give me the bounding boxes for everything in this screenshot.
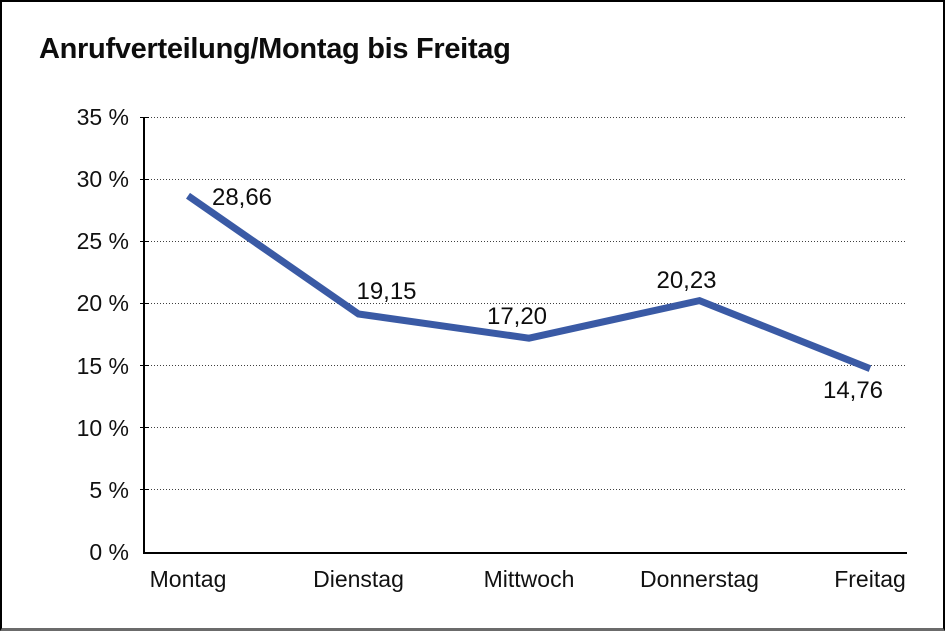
plot-area: 28,66 19,15 17,20 20,23 14,76 — [140, 116, 907, 554]
data-point-label: 14,76 — [822, 376, 884, 404]
gridline — [145, 116, 907, 118]
y-axis-tick — [140, 116, 149, 118]
y-axis-tick — [140, 302, 149, 304]
y-axis-label: 30 % — [76, 166, 129, 193]
x-axis-label: Donnerstag — [640, 566, 759, 592]
y-axis-label: 25 % — [76, 228, 129, 255]
gridline — [145, 365, 907, 367]
y-axis-label: 15 % — [76, 352, 129, 379]
y-axis-tick — [140, 178, 149, 180]
data-point-label: 28,66 — [211, 183, 273, 211]
y-axis-tick — [140, 240, 149, 242]
line-series — [186, 192, 872, 372]
chart-title: Anrufverteilung/Montag bis Freitag — [39, 33, 511, 65]
data-point-label: 19,15 — [356, 277, 417, 305]
gridline — [145, 427, 907, 429]
y-axis-label: 35 % — [76, 104, 129, 130]
gridline — [145, 178, 907, 180]
gridline — [145, 489, 907, 491]
y-axis-tick — [140, 489, 149, 491]
x-axis-label: Mittwoch — [483, 566, 575, 592]
x-axis-label: Freitag — [834, 566, 906, 592]
y-axis-tick — [140, 427, 149, 429]
y-axis-label: 10 % — [76, 414, 129, 441]
data-line — [186, 192, 872, 372]
y-axis-tick — [140, 365, 149, 367]
gridline — [145, 302, 907, 304]
data-point-label: 17,20 — [486, 303, 548, 331]
data-point-label: 20,23 — [656, 266, 717, 294]
y-axis-label: 5 % — [89, 476, 129, 503]
x-axis-label: Dienstag — [313, 566, 404, 592]
gridline — [145, 240, 907, 242]
x-axis-label: Montag — [149, 566, 227, 592]
y-axis-label: 0 % — [89, 539, 129, 565]
y-axis-label: 20 % — [76, 290, 129, 317]
